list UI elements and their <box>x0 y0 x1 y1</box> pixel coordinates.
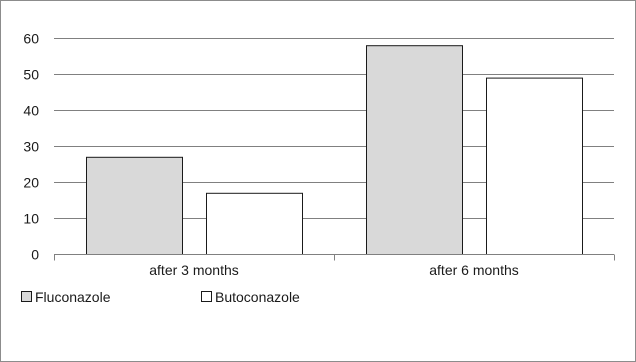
y-tick-label: 60 <box>23 31 39 47</box>
x-category-label: after 3 months <box>149 262 239 278</box>
legend: Fluconazole Butoconazole <box>21 289 300 305</box>
x-axis: after 3 months after 6 months <box>54 254 615 278</box>
x-category-label: after 6 months <box>429 262 519 278</box>
legend-swatch-butoconazole <box>201 291 212 302</box>
bars <box>86 45 583 256</box>
bar-butoconazole-1 <box>206 192 303 256</box>
y-tick-label: 40 <box>23 103 39 119</box>
y-tick-label: 50 <box>23 67 39 83</box>
y-tick-label: 20 <box>23 175 39 191</box>
y-tick-label: 10 <box>23 211 39 227</box>
bar-fluconazole-2 <box>366 45 463 256</box>
bar-fluconazole-1 <box>86 156 183 255</box>
legend-swatch-fluconazole <box>21 291 32 302</box>
bar-butoconazole-2 <box>486 77 583 255</box>
legend-label-fluconazole: Fluconazole <box>35 289 111 305</box>
legend-label-butoconazole: Butoconazole <box>215 289 300 305</box>
y-tick-label: 0 <box>31 247 39 263</box>
y-axis-tick-labels: 0 10 20 30 40 50 60 <box>23 31 39 263</box>
y-tick-label: 30 <box>23 139 39 155</box>
